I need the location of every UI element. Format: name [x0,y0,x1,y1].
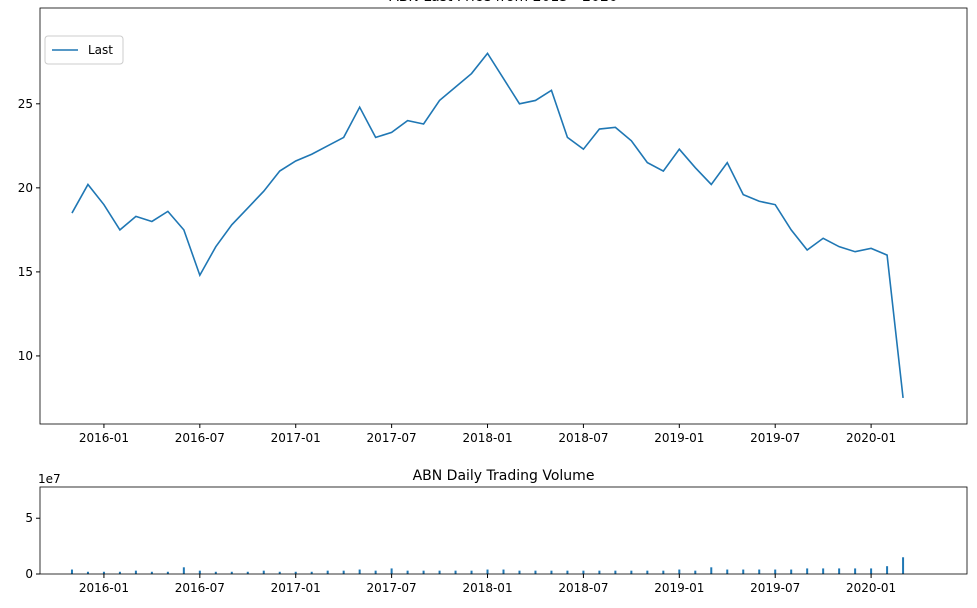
volume-bar [182,567,185,574]
y-offset-label: 1e7 [38,472,61,486]
volume-bar [790,569,793,574]
x-tick-label: 2020-01 [846,581,896,595]
volume-bar [646,570,649,574]
volume-bar [662,570,665,574]
volume-bar [486,569,489,574]
volume-bar [166,571,169,574]
volume-bar [902,557,905,574]
x-tick-label: 2019-07 [750,431,800,445]
legend-label: Last [88,43,113,57]
volume-bar [102,571,105,574]
x-tick-label: 2020-01 [846,431,896,445]
volume-bar [518,570,521,574]
x-tick-label: 2019-01 [654,431,704,445]
volume-bar [694,570,697,574]
x-tick-label: 2018-01 [462,581,512,595]
price-line [71,52,904,399]
volume-bar [582,570,585,574]
y-tick-label: 15 [18,265,33,279]
volume-bar [390,568,393,574]
volume-bar [678,569,681,574]
volume-bar [742,569,745,574]
axes-frame [39,486,968,575]
y-tick-label: 10 [18,349,33,363]
volume-bar [438,570,441,574]
volume-bar [406,570,409,574]
volume-bar [118,571,121,574]
volume-bar [310,571,313,574]
volume-bar [630,570,633,574]
volume-bar [246,571,249,574]
volume-bar [294,571,297,574]
x-tick-label: 2019-07 [750,581,800,595]
x-tick-label: 2019-01 [654,581,704,595]
volume-bar [198,570,201,574]
x-tick-label: 2017-07 [367,581,417,595]
volume-bar [710,567,713,574]
volume-bar [214,571,217,574]
volume-bar [326,570,329,574]
volume-bar [550,570,553,574]
volume-bar [758,569,761,574]
volume-bar [598,570,601,574]
x-tick-label: 2018-07 [558,581,608,595]
y-tick-label: 0 [25,567,33,581]
volume-bar [534,570,537,574]
volume-bar [822,568,825,574]
volume-bar [150,571,153,574]
volume-bar [262,570,265,574]
volume-bar [774,569,777,574]
volume-bar [838,568,841,574]
volume-bar [358,569,361,574]
y-tick-label: 5 [25,511,33,525]
volume-bar [502,569,505,574]
y-tick-label: 25 [18,97,33,111]
volume-bar [278,571,281,574]
volume-bar [86,571,89,574]
axes-frame [39,7,968,425]
volume-bar [566,570,569,574]
x-tick-label: 2017-01 [271,431,321,445]
x-tick-label: 2016-01 [79,581,129,595]
volume-bar [806,568,809,574]
y-tick-label: 20 [18,181,33,195]
x-tick-label: 2017-07 [367,431,417,445]
x-tick-label: 2017-01 [271,581,321,595]
volume-bar [374,570,377,574]
x-tick-label: 2018-07 [558,431,608,445]
chart-title: ABN Daily Trading Volume [413,468,595,484]
volume-bar [342,570,345,574]
legend: Last [44,35,124,65]
x-tick-label: 2016-07 [175,431,225,445]
volume-bar [470,570,473,574]
x-tick-label: 2016-01 [79,431,129,445]
legend-box [44,35,124,65]
chart-title: ABN Last Price from 2015 - 2020 [389,0,618,5]
volume-bar [230,571,233,574]
volume-bar [870,568,873,574]
volume-bar [70,569,73,574]
volume-bar [454,570,457,574]
x-tick-label: 2016-07 [175,581,225,595]
volume-bar [614,570,617,574]
volume-bar [886,566,889,574]
x-tick-label: 2018-01 [462,431,512,445]
volume-bar [854,568,857,574]
volume-bar [422,570,425,574]
volume-bar [726,569,729,574]
volume-bar [134,570,137,574]
